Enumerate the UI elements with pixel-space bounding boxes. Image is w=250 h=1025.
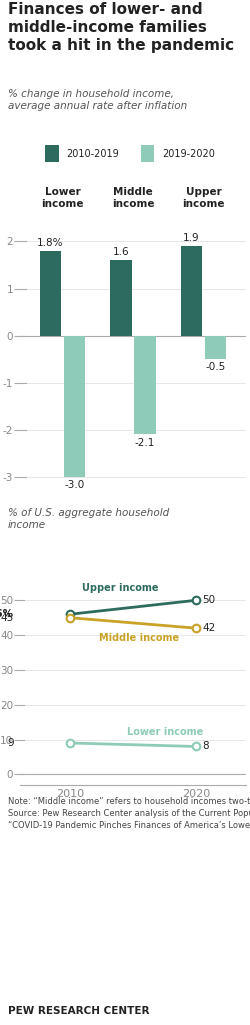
Text: Upper
income: Upper income [182,188,224,209]
Text: 45: 45 [0,613,14,623]
Text: 8: 8 [201,741,208,751]
Text: 42: 42 [201,623,214,633]
Text: 1.9: 1.9 [182,233,199,243]
Text: 1.6: 1.6 [112,247,129,257]
Text: -2.1: -2.1 [134,438,154,448]
Bar [64,335,85,477]
Text: Lower
income: Lower income [41,188,83,209]
Text: 46%: 46% [0,609,14,619]
Bar [45,146,59,162]
Text: PEW RESEARCH CENTER: PEW RESEARCH CENTER [8,1006,148,1016]
Text: 2010-2019: 2010-2019 [66,149,119,159]
Bar [140,146,154,162]
Bar [134,335,155,435]
Text: Lower income: Lower income [126,727,202,737]
Bar [204,335,225,359]
Text: Middle
income: Middle income [111,188,154,209]
Text: 2019-2020: 2019-2020 [161,149,214,159]
Text: -0.5: -0.5 [205,363,225,372]
Text: 50: 50 [201,596,214,606]
Text: 1.8%: 1.8% [37,238,64,248]
Bar [40,251,61,335]
Bar [110,260,131,335]
Text: Upper income: Upper income [82,583,158,593]
Text: % of U.S. aggregate household
income: % of U.S. aggregate household income [8,508,168,530]
Text: -3.0: -3.0 [64,480,84,490]
Text: Middle income: Middle income [99,633,179,644]
Bar [180,246,202,335]
Text: Finances of lower- and
middle-income families
took a hit in the pandemic: Finances of lower- and middle-income fam… [8,2,233,53]
Text: 9: 9 [7,738,14,748]
Text: % change in household income,
average annual rate after inflation: % change in household income, average an… [8,89,186,111]
Text: Note: “Middle income” refers to household incomes two-thirds to double the natio: Note: “Middle income” refers to househol… [8,797,250,830]
